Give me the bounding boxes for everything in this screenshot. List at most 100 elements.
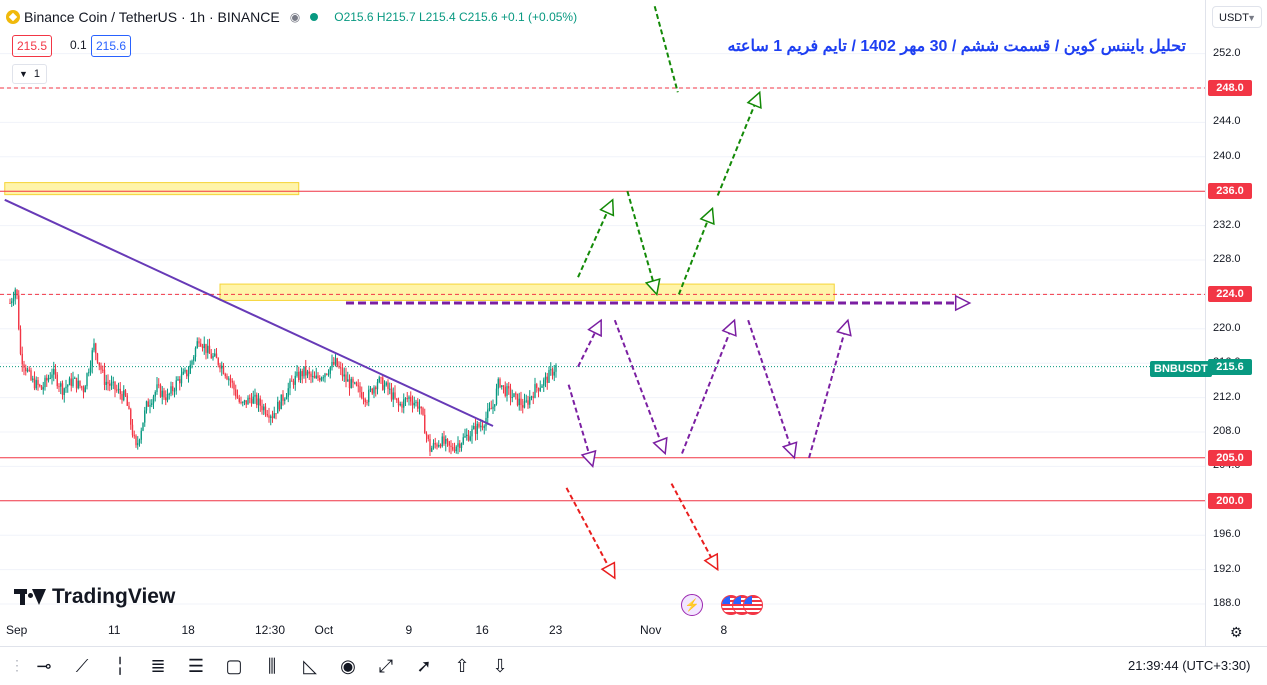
scenario-arrowhead	[600, 561, 616, 580]
price-chart[interactable]	[0, 0, 1267, 646]
candle-body	[301, 371, 303, 377]
gear-icon[interactable]: ⚙	[1230, 624, 1243, 640]
candle-body	[522, 405, 524, 408]
candle-body	[256, 394, 258, 406]
candle-body	[480, 425, 482, 427]
candle-body	[70, 378, 72, 386]
candle-body	[135, 435, 137, 446]
candle-body	[203, 343, 205, 349]
price-tick-label: 232.0	[1213, 218, 1241, 231]
candle-body	[266, 413, 268, 416]
scenario-path	[577, 199, 614, 278]
candle-body	[338, 366, 340, 368]
candle-body	[382, 377, 384, 390]
price-tick-label: 252.0	[1213, 46, 1241, 59]
circle-icon[interactable]: ◉	[340, 656, 356, 676]
candle-body	[282, 394, 284, 401]
candle-body	[453, 449, 456, 452]
candle-body	[313, 375, 316, 379]
vertical-line-icon[interactable]: ╎	[114, 656, 126, 676]
candle-body	[327, 373, 330, 375]
candle-body	[450, 445, 452, 448]
buy-price-button[interactable]: 215.6	[91, 35, 132, 57]
candle-body	[399, 403, 401, 406]
candle-body	[448, 441, 450, 446]
candle-body	[495, 388, 498, 405]
candle-body	[550, 369, 552, 371]
candle-body	[11, 301, 13, 304]
scenario-path	[716, 91, 761, 196]
candle-body	[263, 406, 265, 411]
candle-body	[537, 387, 540, 391]
candle-body	[229, 378, 232, 381]
arrow-down-icon[interactable]: ⇩	[492, 656, 508, 676]
scenario-path	[681, 319, 736, 454]
candle-body	[315, 375, 317, 379]
candle-body	[96, 353, 99, 363]
candle-body	[84, 386, 86, 393]
path-icon[interactable]: ⤢	[378, 656, 394, 676]
eye-icon[interactable]: ◉	[289, 10, 301, 24]
candle-body	[355, 382, 358, 386]
sell-price-button[interactable]: 215.5	[12, 35, 53, 57]
candle-body	[357, 385, 359, 387]
candle-body	[186, 369, 188, 377]
us-flag-icon[interactable]	[743, 595, 763, 615]
candle-body	[67, 385, 69, 387]
candle-body	[369, 388, 372, 390]
candle-body	[222, 365, 225, 374]
price-tick-label: 208.0	[1213, 425, 1241, 437]
candle-body	[128, 405, 130, 410]
lightning-event-icon[interactable]: ⚡	[681, 594, 703, 616]
candle-body	[179, 379, 181, 384]
triangle-pattern-icon[interactable]: ◺	[303, 656, 317, 676]
candle-body	[23, 364, 25, 368]
currency-selector[interactable]: USDT ▼	[1212, 6, 1262, 28]
arrow-up-icon[interactable]: ⇧	[454, 656, 470, 676]
price-tick-label: 240.0	[1213, 149, 1241, 162]
clock-readout[interactable]: 21:39:44 (UTC+3:30)	[1128, 658, 1251, 673]
indicators-toggle[interactable]: ▼ 1	[12, 64, 48, 84]
long-position-icon[interactable]: ⫼	[267, 656, 277, 676]
candle-body	[105, 381, 107, 385]
candle-body	[154, 391, 156, 397]
candle-body	[26, 369, 29, 372]
scenario-path	[808, 319, 849, 459]
symbol-title[interactable]: Binance Coin / TetherUS · 1h · BINANCE	[24, 9, 280, 25]
candle-body	[242, 402, 244, 404]
tradingview-logo[interactable]: TradingView	[14, 584, 175, 610]
candle-body	[198, 341, 200, 344]
candle-body	[543, 379, 545, 386]
candle-body	[401, 403, 403, 408]
parallel-channel-icon[interactable]: ≣	[150, 656, 166, 676]
scenario-path	[613, 319, 667, 454]
market-status-dot	[310, 13, 319, 21]
candle-body	[343, 374, 345, 377]
candle-body	[534, 384, 536, 398]
candle-body	[254, 394, 256, 397]
rectangle-icon[interactable]: ▢	[225, 656, 243, 676]
candle-body	[250, 399, 253, 404]
fib-retracement-icon[interactable]: ☰	[187, 656, 205, 676]
trend-line-icon[interactable]: ⟋	[75, 656, 89, 676]
candle-body	[285, 396, 288, 400]
candle-body	[429, 438, 431, 452]
candle-body	[170, 386, 172, 394]
candle-body	[39, 384, 41, 386]
candle-body	[243, 400, 246, 403]
candle-body	[236, 396, 239, 399]
candle-body	[411, 401, 414, 406]
candle-body	[455, 446, 457, 452]
candle-body	[18, 295, 20, 330]
arrow-marker-icon[interactable]: ➚	[416, 656, 432, 676]
supply-zone	[4, 182, 300, 196]
horizontal-ray-icon[interactable]: ⊸	[36, 656, 52, 676]
drag-handle-icon[interactable]: ⋮	[10, 657, 24, 673]
candle-body	[368, 389, 370, 403]
candle-body	[312, 375, 314, 377]
candle-body	[280, 394, 282, 410]
candle-body	[151, 403, 153, 405]
candle-body	[488, 408, 491, 410]
candle-body	[131, 424, 134, 436]
candle-body	[396, 398, 398, 401]
